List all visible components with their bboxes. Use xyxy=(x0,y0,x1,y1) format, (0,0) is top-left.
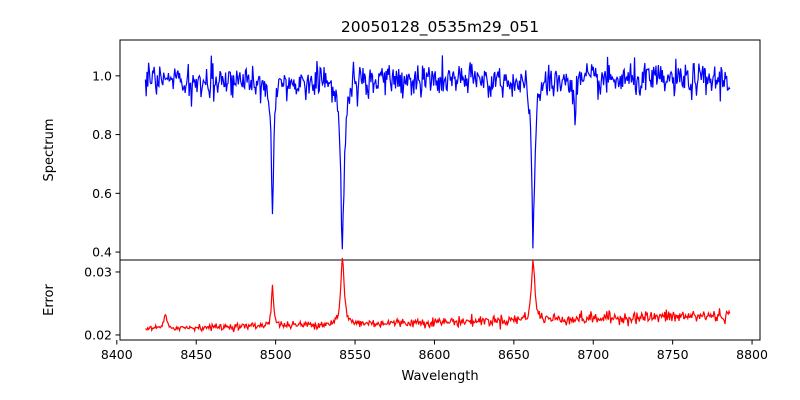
x-axis-label: Wavelength xyxy=(401,369,478,384)
x-tick-label-8: 8800 xyxy=(736,347,768,362)
spectrum-panel-ytick-label-1: 0.6 xyxy=(92,186,112,201)
x-tick-label-2: 8500 xyxy=(260,347,292,362)
spectrum-ylabel: Spectrum xyxy=(42,119,57,182)
spectrum-yticks: 0.4 0.6 0.8 1.0 xyxy=(92,68,120,260)
spectrum-line xyxy=(144,55,731,250)
chart-title: 20050128_0535m29_051 xyxy=(341,18,539,37)
error-panel-ytick-label-1: 0.03 xyxy=(84,264,112,279)
error-line xyxy=(145,257,731,334)
x-tick-label-0: 8400 xyxy=(101,347,133,362)
x-tick-label-5: 8650 xyxy=(498,347,530,362)
x-axis-ticks: 8400 8450 8500 8550 8600 8650 8700 8750 8800 xyxy=(101,340,768,362)
spectrum-panel: Spectrum 0.4 0.6 0.8 1.0 xyxy=(42,39,761,261)
x-tick-label-3: 8550 xyxy=(339,347,371,362)
spectrum-frame xyxy=(119,39,761,261)
error-panel-ytick-label-0: 0.02 xyxy=(84,327,112,342)
spectrum-panel-ytick-label-0: 0.4 xyxy=(92,245,112,260)
error-yticks: 0.02 0.03 xyxy=(84,264,120,342)
x-tick-label-7: 8750 xyxy=(657,347,689,362)
spectrum-panel-ytick-label-3: 1.0 xyxy=(92,68,112,83)
spectrum-panel-ytick-label-2: 0.8 xyxy=(92,127,112,142)
x-tick-label-1: 8450 xyxy=(180,347,212,362)
error-panel: Error 0.02 0.03 xyxy=(42,257,761,342)
x-tick-label-4: 8600 xyxy=(419,347,451,362)
error-ylabel: Error xyxy=(42,284,57,316)
x-tick-label-6: 8700 xyxy=(577,347,609,362)
error-frame xyxy=(119,259,761,341)
